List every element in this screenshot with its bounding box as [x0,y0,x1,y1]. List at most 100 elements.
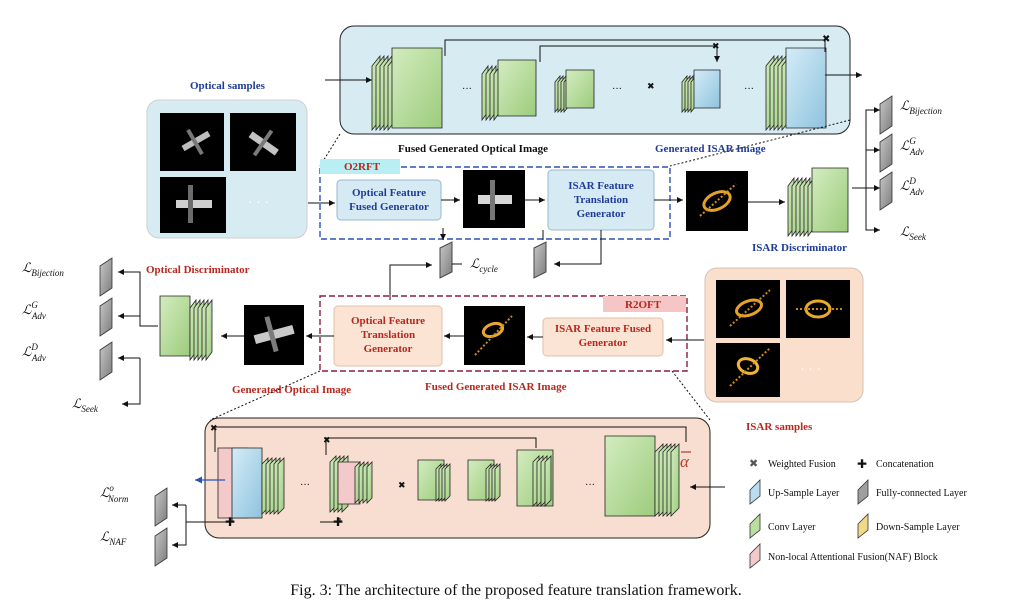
bot-naf-block-1 [337,461,361,505]
legend-label: Concatenation [876,459,934,470]
loss-right-0: ℒBijection [900,98,942,116]
loss-left-2: ℒD Adv [22,342,46,363]
cycle-fc-right [533,241,547,279]
top-up-block-2 [785,47,827,129]
legend-label: Up-Sample Layer [768,488,840,499]
generated-optical-image-label: Generated Optical Image [232,384,351,396]
bottom-skip-inner [325,437,537,455]
ofg-line1: Optical Feature [352,187,426,199]
r2oft-label: R2OFT [625,299,662,311]
arrow-itg-to-cycle [554,230,602,267]
legend-swatch [749,543,761,569]
fused-isar-image [464,306,525,365]
fc-adv-g-left [99,297,113,337]
fused-optical-image [463,170,525,228]
legend-label: Fully-connected Layer [876,488,967,499]
loss-left-3: ℒSeek [72,396,99,414]
top-ellipsis-3: ··· [744,84,754,95]
optical-discriminator-label: Optical Discriminator [146,264,250,276]
legend-swatch [857,479,869,505]
otg-line1: Optical Feature [351,315,425,327]
cross-icon: ✖ [749,458,758,470]
legend-item-naf-block: Non-local Attentional Fusion(NAF) Block [749,543,938,569]
legend: ✖ Weighted Fusion ✚ Concatenation Up-Sample … [749,457,967,569]
bot-conv-stack-1 [654,443,680,517]
fc-bijection-left [99,257,113,297]
top-conv-block-1 [391,47,443,129]
fused-generated-isar-image-label: Fused Generated ISAR Image [425,381,567,393]
fc-adv-g-right [879,133,893,173]
loss-right-2: ℒD Adv [900,176,924,197]
optical-samples-ellipsis: · · · [248,196,269,211]
itg-line2: Translation [574,194,628,206]
loss-cycle: ℒcycle [470,256,498,274]
itg-line1: ISAR Feature [568,180,634,192]
isar-samples-ellipsis: · · · [800,363,821,378]
fc-naf [154,527,168,567]
weighted-fusion-icon: ✖ [647,81,655,91]
legend-item-down-sample: Down-Sample Layer [857,513,960,539]
loss-left-1: ℒG Adv [22,300,46,321]
isar-samples-label: ISAR samples [746,421,813,433]
weighted-fusion-icon: ✖ [822,34,830,45]
legend-item-up-sample: Up-Sample Layer [749,479,840,505]
figure-caption: Fig. 3: The architecture of the proposed… [290,582,742,599]
bot-conv-stack-5 [354,461,373,504]
itg-line3: Generator [577,208,626,220]
left-fc-stack [99,257,113,381]
fc-norm [154,487,168,527]
top-up-block-1 [693,69,721,109]
legend-swatch [857,513,869,539]
ifg-line2: Generator [579,337,628,349]
loss-naf: ℒNAF [100,529,127,547]
top-conv-stack-2 [481,64,501,122]
bottom-skip-outer [214,426,687,452]
zoom-line [669,119,851,167]
cycle-fc-left [439,241,453,279]
legend-swatch [749,479,761,505]
r2oft-region [319,295,688,372]
optical-feature-fused-generator [336,179,442,221]
legend-label: Conv Layer [768,522,816,533]
legend-label: Weighted Fusion [768,459,836,470]
generated-isar-image [686,171,748,231]
legend-item-fully-connected: Fully-connected Layer [857,479,967,505]
top-ellipsis-1: ··· [462,84,472,95]
arrow-to-left-losses [118,269,158,327]
legend-swatch [749,513,761,539]
bot-conv-block-1 [604,435,656,517]
arrow-to-right-losses [852,107,880,189]
bot-ellipsis-1: ··· [585,480,595,491]
fc-adv-d-right [879,171,893,211]
bottom-fc-stack [154,487,168,567]
bot-conv-stack-6 [261,457,285,515]
ifg-line1: ISAR Feature Fused [555,323,651,335]
right-fc-stack [879,95,893,211]
o2rft-region [319,166,671,240]
left-losses: ℒBijection ℒG Adv ℒD Adv ℒSeek [22,260,99,414]
right-losses: ℒBijection ℒG Adv ℒD Adv ℒSeek [900,98,942,242]
weighted-fusion-icon: ✖ [398,480,406,490]
loss-right-1: ℒG Adv [900,136,924,157]
top-ellipsis-2: ··· [612,84,622,95]
concatenation-icon: ✚ [333,515,343,529]
fc-adv-d-left [99,341,113,381]
plus-icon: ✚ [857,457,867,471]
isar-disc-stack [787,176,815,238]
zoom-line [671,370,711,421]
optical-sample-images [160,113,296,233]
isar-sample-images [716,280,850,397]
legend-item-weighted-fusion: ✖ Weighted Fusion [749,458,836,470]
generated-isar-image-label: Generated ISAR Image [655,143,766,155]
bot-conv-stack-2 [532,455,552,507]
fused-generated-optical-image-label: Fused Generated Optical Image [398,143,548,155]
bot-ellipsis-2: ··· [300,480,310,491]
optical-samples-label: Optical samples [190,80,266,92]
bot-up-block [231,447,263,519]
optical-discriminator [159,295,213,362]
o2rft-label: O2RFT [344,161,381,173]
weighted-fusion-icon: ✖ [210,423,218,433]
top-layer-stacks: ··· ··· ··· [371,47,827,132]
legend-label: Non-local Attentional Fusion(NAF) Block [768,552,938,563]
cycle-loss: ℒcycle [470,256,498,274]
